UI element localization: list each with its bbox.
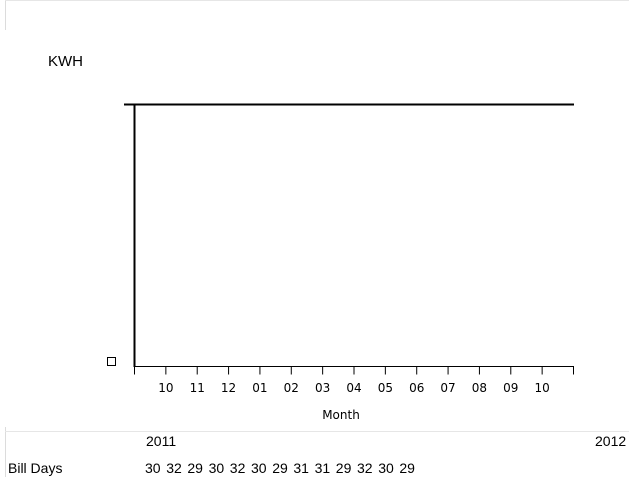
- bill-days-value: 30: [145, 460, 161, 476]
- chart-plot: 10 11 12 01 02 03 04 05 06 07 08 09 10 Month: [107, 103, 574, 422]
- left-rule-lower: [5, 427, 6, 477]
- bill-days-value: 29: [272, 460, 288, 476]
- bill-days-value: 30: [378, 460, 394, 476]
- bill-days-value: 29: [335, 460, 352, 476]
- bill-days-value: 32: [166, 460, 182, 476]
- x-tick-label: 07: [440, 381, 455, 395]
- x-tick-label: 01: [252, 381, 267, 395]
- bill-days-value: 31: [293, 460, 309, 476]
- year-end: 2012: [595, 433, 627, 449]
- bill-days-value: 29: [399, 460, 415, 476]
- x-tick-label: 02: [284, 381, 299, 395]
- bill-days-value: 30: [208, 460, 225, 476]
- x-tick-label: 04: [346, 381, 361, 395]
- x-tick-label: 10: [535, 381, 550, 395]
- x-tick-label: 12: [221, 381, 236, 395]
- middle-rule: [5, 431, 629, 432]
- x-tick-label: 11: [190, 381, 205, 395]
- bill-days-value: 31: [314, 460, 331, 476]
- x-tick-label: 05: [378, 381, 393, 395]
- x-axis-label: Month: [322, 408, 360, 422]
- bill-days-value: 29: [187, 460, 203, 476]
- legend-square-icon: [107, 357, 116, 366]
- y-axis-label: KWH: [48, 53, 83, 70]
- x-tick-label: 09: [503, 381, 518, 395]
- x-tick-label: 06: [409, 381, 424, 395]
- x-tick-labels: 10 11 12 01 02 03 04 05 06 07 08 09 10: [158, 381, 550, 395]
- year-start: 2011: [146, 433, 177, 449]
- top-rule: [5, 0, 629, 1]
- bill-days-value: 30: [251, 460, 267, 476]
- bill-days-label: Bill Days: [8, 460, 63, 476]
- x-tick-label: 03: [315, 381, 330, 395]
- bill-days-value: 32: [229, 460, 246, 476]
- x-tick-label: 08: [472, 381, 487, 395]
- bill-days-value: 32: [357, 460, 373, 476]
- left-rule: [5, 0, 6, 30]
- x-ticks: [134, 366, 574, 375]
- x-tick-label: 10: [158, 381, 173, 395]
